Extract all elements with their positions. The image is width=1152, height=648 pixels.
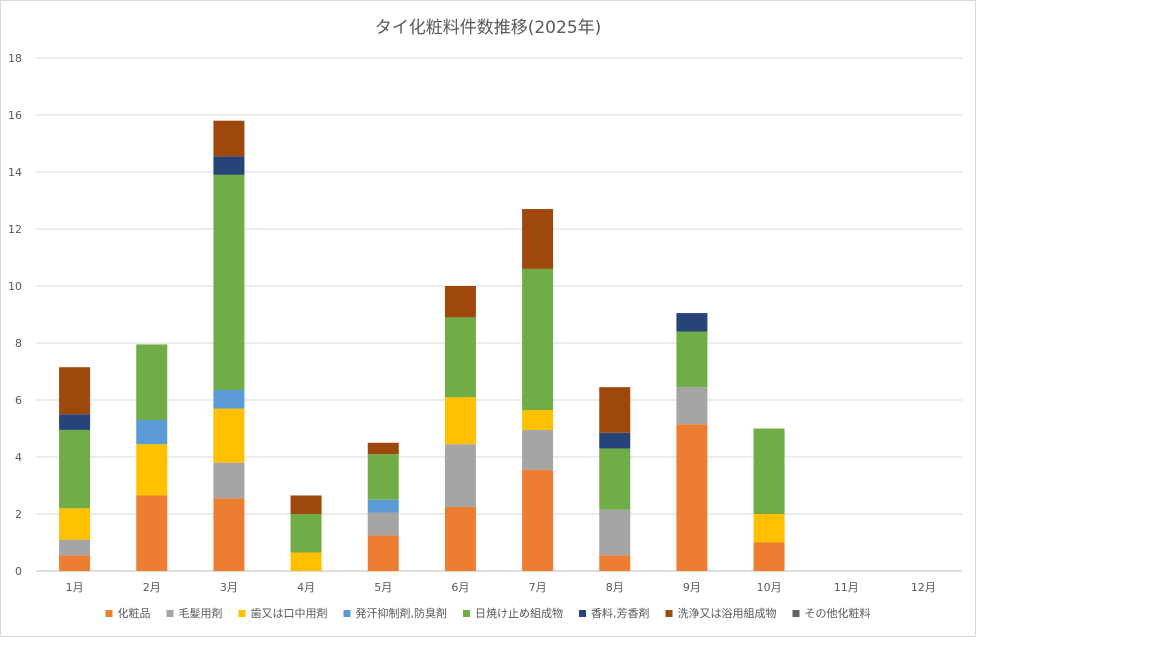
legend-label: 香料,芳香剤 <box>591 606 650 620</box>
legend-label: 日焼け止め組成物 <box>475 606 563 620</box>
bar-segment <box>753 428 785 514</box>
bar-segment <box>753 542 785 571</box>
bar-segment <box>444 506 476 571</box>
legend-label: 化粧品 <box>118 606 151 620</box>
x-tick-label: 2月 <box>143 581 161 594</box>
bar-segment <box>213 498 245 571</box>
bar-segment <box>59 367 91 415</box>
gridlines <box>36 57 962 572</box>
legend-swatch <box>105 610 113 617</box>
y-tick-label: 10 <box>8 280 22 293</box>
y-tick-label: 18 <box>8 52 22 65</box>
x-tick-label: 9月 <box>683 581 701 594</box>
bar-segment <box>213 120 245 157</box>
bar-segment <box>676 424 708 571</box>
bar-segment <box>599 432 631 449</box>
bar-segment <box>136 444 168 496</box>
bar-segment <box>444 286 476 318</box>
bar-segment <box>444 317 476 398</box>
bar-segment <box>522 429 554 470</box>
x-axis-ticks: 1月 2月 3月 4月 5月 6月 7月 8月 9月 10月 11月 12月 <box>66 581 936 594</box>
bar-segment <box>59 555 91 571</box>
bar-segment <box>753 514 785 543</box>
y-tick-label: 4 <box>15 451 22 464</box>
bar-segment <box>136 495 168 571</box>
x-tick-label: 11月 <box>834 581 859 594</box>
bar-segment <box>213 462 245 499</box>
y-tick-label: 0 <box>15 565 22 578</box>
legend-label: 毛髪用剤 <box>179 606 223 620</box>
bar-segment <box>522 268 554 410</box>
legend-swatch <box>238 610 246 617</box>
bar-segment <box>522 409 554 430</box>
legend-label: 歯又は口中用剤 <box>251 606 328 620</box>
legend-swatch <box>343 610 351 617</box>
bar-segment <box>136 419 168 445</box>
bar-segment <box>136 344 168 420</box>
legend-swatch <box>579 610 586 617</box>
chart-title: タイ化粧料件数推移(2025年) <box>375 18 602 38</box>
bar-segment <box>290 495 322 514</box>
x-tick-label: 6月 <box>451 581 469 594</box>
bar-segment <box>599 448 631 510</box>
legend-label: 発汗抑制剤,防臭剤 <box>356 606 448 620</box>
legend-swatch <box>463 610 470 617</box>
bar-segment <box>522 209 554 269</box>
bar-segment <box>522 469 554 571</box>
bar-segment <box>367 512 399 536</box>
bar-segment <box>676 331 708 388</box>
y-axis-ticks: 0 2 4 6 8 10 12 14 16 18 <box>8 52 22 578</box>
bar-segment <box>213 174 245 391</box>
bar-segment <box>290 552 322 571</box>
bar-segment <box>599 387 631 433</box>
bar-segment <box>59 508 91 540</box>
bar-segment <box>676 313 708 332</box>
y-tick-label: 14 <box>8 166 22 179</box>
x-tick-label: 1月 <box>66 581 84 594</box>
bar-segment <box>367 499 399 513</box>
legend-label: その他化粧料 <box>805 606 871 620</box>
y-tick-label: 16 <box>8 109 22 122</box>
bar-segment <box>290 514 322 553</box>
bar-segment <box>367 442 399 455</box>
y-tick-label: 8 <box>15 337 22 350</box>
bar-segment <box>367 454 399 500</box>
bar-segment <box>59 539 91 556</box>
bar-segment <box>599 555 631 571</box>
x-tick-label: 3月 <box>220 581 238 594</box>
x-tick-label: 4月 <box>297 581 315 594</box>
bar-segment <box>213 408 245 463</box>
legend-swatch <box>792 610 800 617</box>
y-tick-label: 2 <box>15 508 22 521</box>
legend: 化粧品 毛髪用剤 歯又は口中用剤 発汗抑制剤,防臭剤 日焼け止め組成物 香料,芳香剤 洗浄又… <box>105 606 871 620</box>
legend-swatch <box>166 610 174 617</box>
bar-segment <box>213 390 245 409</box>
y-tick-label: 12 <box>8 223 22 236</box>
x-tick-label: 5月 <box>374 581 392 594</box>
x-tick-label: 8月 <box>606 581 624 594</box>
y-tick-label: 6 <box>15 394 22 407</box>
bar-segment <box>444 444 476 507</box>
bar-segment <box>444 397 476 445</box>
bar-segment <box>367 535 399 571</box>
bar-stacks <box>59 120 785 571</box>
bar-segment <box>599 509 631 556</box>
x-tick-label: 10月 <box>757 581 782 594</box>
x-tick-label: 12月 <box>911 581 936 594</box>
legend-label: 洗浄又は浴用組成物 <box>678 606 777 620</box>
bar-segment <box>676 387 708 425</box>
bar-segment <box>59 414 91 430</box>
bar-segment <box>59 429 91 509</box>
legend-swatch <box>665 610 673 617</box>
x-tick-label: 7月 <box>529 581 547 594</box>
bar-segment <box>213 156 245 175</box>
